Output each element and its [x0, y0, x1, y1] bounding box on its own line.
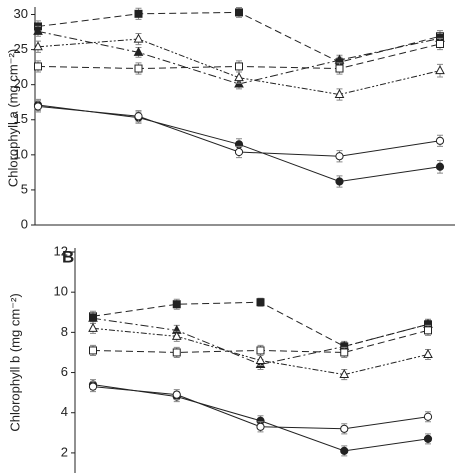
- marker: [423, 434, 433, 443]
- series-line: [37, 11, 441, 63]
- y-axis-label: Chlorophyll b (mg cm⁻²): [7, 293, 22, 431]
- y-tick-label: 5: [21, 181, 28, 196]
- y-axis-label: Chlorophyll a (mg cm⁻²): [5, 49, 20, 187]
- marker: [423, 348, 433, 358]
- marker: [255, 354, 266, 364]
- marker: [435, 65, 445, 75]
- marker: [334, 88, 345, 98]
- marker: [436, 39, 444, 48]
- marker: [340, 424, 349, 433]
- marker: [172, 390, 181, 399]
- marker: [435, 162, 445, 171]
- y-tick-label: 30: [14, 6, 28, 21]
- marker: [340, 446, 349, 455]
- y-tick-label: 6: [61, 364, 68, 379]
- y-tick-label: 12: [54, 243, 68, 258]
- marker: [172, 348, 181, 357]
- marker: [134, 64, 143, 73]
- marker: [235, 8, 243, 17]
- marker: [134, 112, 143, 121]
- marker: [339, 368, 350, 379]
- marker: [234, 72, 244, 82]
- y-tick-label: 25: [14, 41, 28, 56]
- marker: [171, 330, 182, 340]
- y-tick-label: 10: [54, 284, 68, 299]
- marker: [435, 136, 445, 145]
- marker: [256, 346, 265, 355]
- y-tick-label: 4: [61, 404, 68, 419]
- marker: [134, 9, 143, 18]
- series-line: [92, 301, 429, 347]
- marker: [424, 326, 432, 335]
- marker: [256, 298, 265, 307]
- marker: [33, 25, 43, 35]
- series-line: [92, 327, 429, 376]
- marker: [33, 102, 43, 111]
- marker: [89, 346, 97, 355]
- marker: [33, 41, 43, 51]
- marker: [88, 322, 98, 332]
- marker: [235, 62, 243, 71]
- y-tick-label: 10: [14, 146, 28, 161]
- marker: [133, 33, 144, 43]
- y-tick-label: 0: [21, 216, 28, 231]
- marker: [88, 312, 98, 322]
- marker: [423, 412, 433, 421]
- y-tick-label: 15: [14, 111, 28, 126]
- y-tick-label: 20: [14, 76, 28, 91]
- marker: [172, 300, 181, 309]
- series-line: [92, 317, 429, 366]
- marker: [133, 46, 144, 56]
- marker: [340, 348, 349, 357]
- panel-label: B: [62, 247, 74, 266]
- y-tick-label: 8: [61, 324, 68, 339]
- marker: [34, 62, 42, 71]
- marker: [256, 422, 265, 431]
- marker: [88, 382, 98, 391]
- marker: [335, 152, 344, 161]
- marker: [335, 177, 344, 186]
- y-tick-label: 2: [61, 444, 68, 459]
- marker: [234, 147, 244, 157]
- marker: [335, 64, 344, 73]
